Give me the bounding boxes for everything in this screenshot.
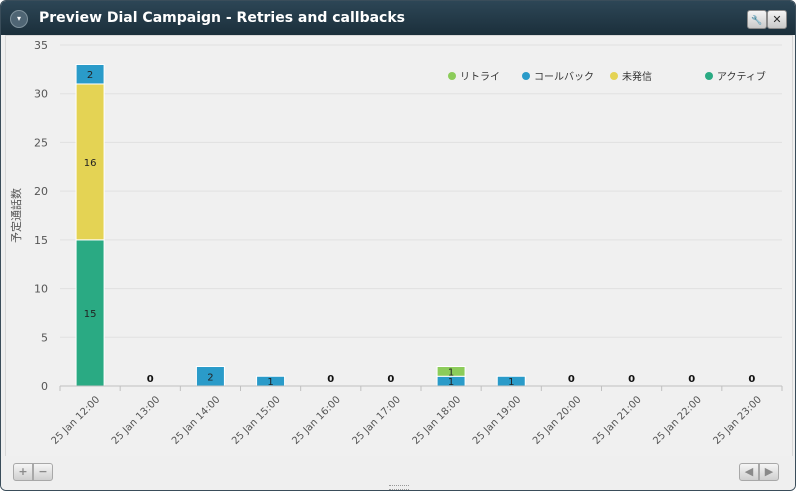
x-tick-label: 25 Jan 18:00 (411, 394, 464, 447)
bar-value-label: 15 (84, 309, 97, 320)
collapse-icon[interactable]: ▾ (10, 10, 28, 28)
minus-icon: − (38, 465, 48, 478)
bar-value-label: 1 (508, 377, 514, 388)
bar-zero-label: 0 (748, 374, 755, 385)
y-tick-label: 35 (34, 39, 48, 52)
x-tick-label: 25 Jan 13:00 (110, 394, 163, 447)
legend-label[interactable]: リトライ (460, 71, 500, 83)
y-tick-label: 0 (41, 380, 48, 393)
arrow-right-icon: ▶ (764, 465, 774, 478)
x-tick-label: 25 Jan 16:00 (290, 394, 343, 447)
close-button[interactable]: ✕ (767, 10, 787, 29)
y-tick-label: 25 (34, 136, 48, 149)
bar-zero-label: 0 (628, 374, 635, 385)
x-tick-label: 25 Jan 22:00 (651, 394, 704, 447)
y-tick-label: 30 (34, 88, 48, 101)
x-tick-label: 25 Jan 15:00 (230, 394, 283, 447)
bottom-toolbar: + − ◀ ▶ (1, 456, 795, 490)
bar-zero-label: 0 (147, 374, 154, 385)
title-bar: ▾ Preview Dial Campaign - Retries and ca… (1, 1, 795, 35)
bar-zero-label: 0 (387, 374, 394, 385)
x-tick-label: 25 Jan 12:00 (50, 394, 103, 447)
bar-value-label: 1 (448, 377, 454, 388)
bar-value-label: 1 (448, 367, 454, 378)
legend-marker (705, 72, 713, 80)
zoom-in-button[interactable]: + (13, 463, 33, 481)
bar-zero-label: 0 (327, 374, 334, 385)
bar-value-label: 16 (84, 158, 97, 169)
bar-zero-label: 0 (568, 374, 575, 385)
x-tick-label: 25 Jan 19:00 (471, 394, 524, 447)
y-tick-label: 10 (34, 283, 48, 296)
previous-button[interactable]: ◀ (739, 463, 759, 481)
bar-zero-label: 0 (688, 374, 695, 385)
x-tick-label: 25 Jan 14:00 (170, 394, 223, 447)
bar-segment[interactable] (75, 63, 105, 85)
y-tick-label: 5 (41, 331, 48, 344)
close-icon: ✕ (772, 13, 782, 26)
y-tick-label: 20 (34, 185, 48, 198)
chart-area: 0 5 10 15 20 25 30 35 予定通話数 15 16 2 25 Jan 12:00 0 25 … (5, 35, 793, 457)
widget-title: Preview Dial Campaign - Retries and call… (39, 10, 405, 26)
bar-value-label: 2 (207, 372, 213, 383)
legend-marker (448, 72, 456, 80)
x-tick-label: 25 Jan 23:00 (711, 394, 764, 447)
next-button[interactable]: ▶ (759, 463, 779, 481)
x-tick-label: 25 Jan 20:00 (531, 394, 584, 447)
legend-label[interactable]: アクティブ (717, 70, 766, 83)
zoom-out-button[interactable]: − (33, 463, 53, 481)
wrench-icon: 🔧 (751, 16, 763, 26)
bar-segment[interactable] (75, 239, 105, 387)
plus-icon: + (18, 465, 28, 478)
legend-label[interactable]: コールバック (534, 71, 594, 83)
x-tick-label: 25 Jan 21:00 (591, 394, 644, 447)
settings-button[interactable]: 🔧 (747, 10, 767, 29)
x-tick-label: 25 Jan 17:00 (350, 394, 403, 447)
legend-label[interactable]: 未発信 (622, 70, 652, 83)
y-axis-label: 予定通話数 (9, 188, 23, 243)
legend-marker (610, 72, 618, 80)
bar-value-label: 2 (87, 70, 93, 81)
resize-grip[interactable] (389, 485, 409, 490)
bar-value-label: 1 (267, 377, 273, 388)
bar-segment[interactable] (436, 366, 466, 377)
y-tick-label: 15 (34, 234, 48, 247)
legend-marker (522, 72, 530, 80)
arrow-left-icon: ◀ (744, 465, 754, 478)
bar-segment[interactable] (75, 83, 105, 241)
